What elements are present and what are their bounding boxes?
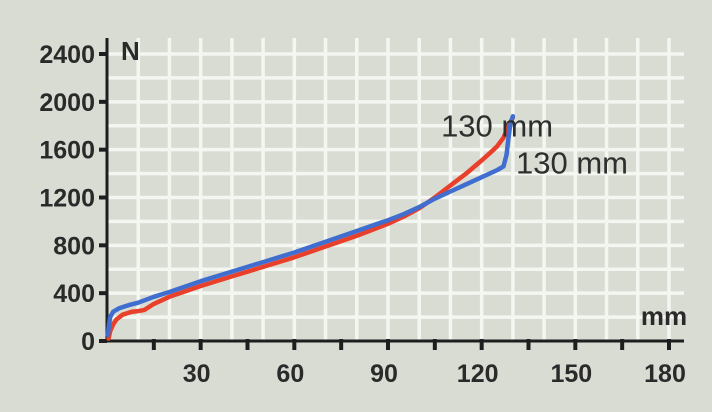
- ticks: 0 400 800 1200 1600 2000 2400 30 60 90 120 150 180: [39, 41, 685, 388]
- annotation-blue-end: 130 mm: [516, 146, 628, 181]
- y-tick-label: 1200: [39, 185, 95, 213]
- x-tick-label: 60: [276, 360, 304, 388]
- annotation-red-end: 130 mm: [441, 109, 553, 144]
- y-tick-label: 2400: [39, 41, 95, 69]
- y-tick-label: 2000: [39, 89, 95, 117]
- series-line-red: [106, 115, 516, 341]
- series-line-blue: [105, 113, 516, 338]
- y-tick-label: 800: [53, 232, 95, 260]
- x-tick-label: 90: [370, 360, 398, 388]
- x-tick-label: 150: [550, 360, 592, 388]
- x-tick-label: 120: [457, 360, 499, 388]
- x-tick-label: 180: [644, 360, 686, 388]
- grid: [107, 38, 684, 341]
- y-tick-label: 0: [81, 328, 95, 356]
- y-tick-label: 1600: [39, 137, 95, 165]
- y-axis-unit-label: N: [121, 36, 140, 66]
- x-tick-label: 30: [183, 360, 211, 388]
- x-axis-unit-label: mm: [641, 301, 687, 331]
- y-tick-label: 400: [53, 280, 95, 308]
- series: [105, 113, 516, 341]
- axes: [105, 38, 684, 343]
